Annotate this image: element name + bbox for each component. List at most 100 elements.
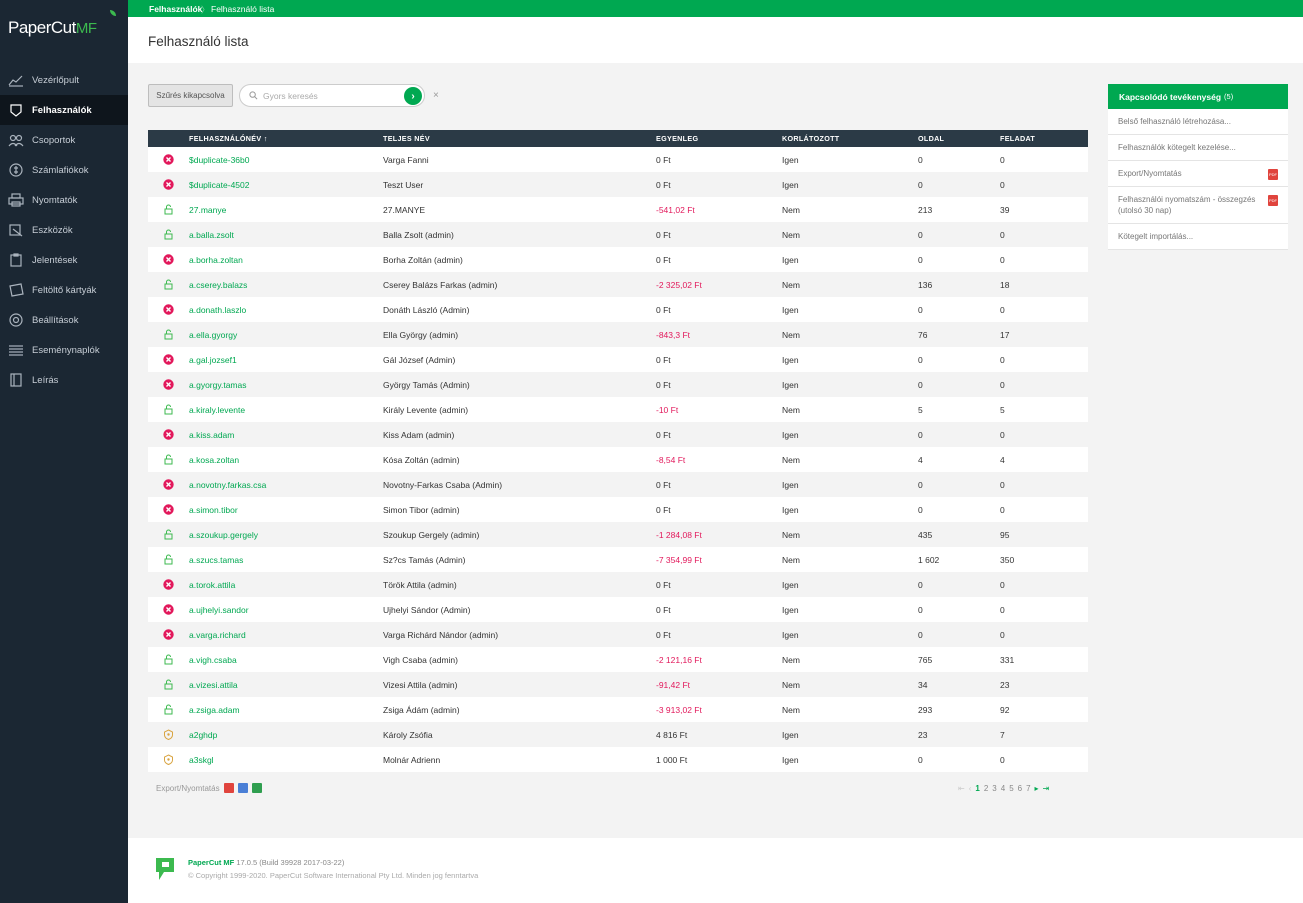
username-link[interactable]: a3skgl: [189, 754, 214, 765]
table-row[interactable]: a2ghdp Károly Zsófia 4 816 Ft Igen 23 7: [148, 722, 1088, 747]
page-link-3[interactable]: 3: [992, 784, 997, 793]
sidebar-item-2[interactable]: Csoportok: [0, 125, 128, 155]
table-row[interactable]: 27.manye 27.MANYE -541,02 Ft Nem 213 39: [148, 197, 1088, 222]
clear-search-icon[interactable]: ×: [433, 90, 439, 101]
page-link-4[interactable]: 4: [1000, 784, 1006, 793]
username-link[interactable]: a.vizesi.attila: [189, 679, 238, 690]
username-link[interactable]: a.borha.zoltan: [189, 254, 243, 265]
table-row[interactable]: a.szoukup.gergely Szoukup Gergely (admin)…: [148, 522, 1088, 547]
page-link-1[interactable]: 1: [975, 784, 980, 793]
related-action-label: Belső felhasználó létrehozása...: [1118, 117, 1231, 126]
last-page-icon[interactable]: ⇥: [1042, 784, 1050, 793]
column-header-username[interactable]: FELHASZNÁLÓNÉV ↑: [189, 134, 268, 143]
sidebar-item-10[interactable]: Leírás: [0, 365, 128, 395]
sidebar-item-8[interactable]: Beállítások: [0, 305, 128, 335]
username-link[interactable]: a2ghdp: [189, 729, 218, 740]
dashboard-icon: [7, 73, 25, 87]
search-input[interactable]: [263, 89, 398, 103]
table-row[interactable]: a.kiss.adam Kiss Adam (admin) 0 Ft Igen 0 0: [148, 422, 1088, 447]
restricted-cell: Igen: [782, 504, 799, 515]
breadcrumb-parent[interactable]: Felhasználók: [149, 4, 203, 14]
username-link[interactable]: $duplicate-36b0: [189, 154, 250, 165]
sidebar-item-1[interactable]: Felhasználók: [0, 95, 128, 125]
sidebar-item-3[interactable]: Számlafiókok: [0, 155, 128, 185]
jobs-cell: 95: [1000, 529, 1010, 540]
related-action-item[interactable]: Kötegelt importálás...: [1108, 224, 1288, 250]
username-link[interactable]: a.novotny.farkas.csa: [189, 479, 267, 490]
table-row[interactable]: a.donath.laszlo Donáth László (Admin) 0 Ft…: [148, 297, 1088, 322]
related-actions-count: (5): [1224, 92, 1234, 101]
username-link[interactable]: a.cserey.balazs: [189, 279, 248, 290]
username-link[interactable]: a.kiraly.levente: [189, 404, 246, 415]
table-row[interactable]: a.szucs.tamas Sz?cs Tamás (Admin) -7 354,9…: [148, 547, 1088, 572]
sidebar-item-5[interactable]: Eszközök: [0, 215, 128, 245]
html-export-icon[interactable]: [237, 783, 248, 793]
table-row[interactable]: a.kiraly.levente Király Levente (admin) -1…: [148, 397, 1088, 422]
table-row[interactable]: a.balla.zsolt Balla Zsolt (admin) 0 Ft Nem 0…: [148, 222, 1088, 247]
page-link-7[interactable]: 7: [1026, 784, 1031, 793]
csv-export-icon[interactable]: [251, 783, 262, 793]
pdf-export-icon[interactable]: [223, 783, 234, 793]
filter-toggle-button[interactable]: Szűrés kikapcsolva: [148, 84, 233, 107]
column-header-balance[interactable]: EGYENLEG: [656, 134, 699, 143]
related-action-item[interactable]: Export/Nyomtatás PDF: [1108, 161, 1288, 187]
table-row[interactable]: a.varga.richard Varga Richárd Nándor (adm…: [148, 622, 1088, 647]
page-link-2[interactable]: 2: [983, 784, 989, 793]
pages-cell: 4: [918, 454, 923, 465]
table-row[interactable]: a.simon.tibor Simon Tibor (admin) 0 Ft Igen…: [148, 497, 1088, 522]
table-row[interactable]: a.kosa.zoltan Kósa Zoltán (admin) -8,54 Ft…: [148, 447, 1088, 472]
table-row[interactable]: a.ella.gyorgy Ella György (admin) -843,3 F…: [148, 322, 1088, 347]
username-link[interactable]: a.gal.jozsef1: [189, 354, 237, 365]
page-link-5[interactable]: 5: [1009, 784, 1014, 793]
table-row[interactable]: a.torok.attila Török Attila (admin) 0 Ft Ig…: [148, 572, 1088, 597]
table-row[interactable]: a.vizesi.attila Vizesi Attila (admin) -91,…: [148, 672, 1088, 697]
sidebar-item-7[interactable]: Feltöltő kártyák: [0, 275, 128, 305]
username-link[interactable]: a.ella.gyorgy: [189, 329, 238, 340]
column-header-restricted[interactable]: KORLÁTOZOTT: [782, 134, 840, 143]
username-link[interactable]: a.donath.laszlo: [189, 304, 247, 315]
sidebar-item-6[interactable]: Jelentések: [0, 245, 128, 275]
table-row[interactable]: a.vigh.csaba Vigh Csaba (admin) -2 121,16 …: [148, 647, 1088, 672]
username-link[interactable]: a.zsiga.adam: [189, 704, 240, 715]
table-row[interactable]: a.ujhelyi.sandor Ujhelyi Sándor (Admin) 0 …: [148, 597, 1088, 622]
related-action-item[interactable]: Felhasználói nyomatszám - összegzés (uto…: [1108, 187, 1288, 224]
username-link[interactable]: a.szucs.tamas: [189, 554, 244, 565]
table-row[interactable]: a.zsiga.adam Zsiga Ádám (admin) -3 913,02 …: [148, 697, 1088, 722]
table-row[interactable]: a.borha.zoltan Borha Zoltán (admin) 0 Ft Ig…: [148, 247, 1088, 272]
username-link[interactable]: a.vigh.csaba: [189, 654, 237, 665]
table-row[interactable]: $duplicate-36b0 Varga Fanni 0 Ft Igen 0 0: [148, 147, 1088, 172]
username-link[interactable]: a.gyorgy.tamas: [189, 379, 247, 390]
sidebar-item-0[interactable]: Vezérlőpult: [0, 65, 128, 95]
related-action-label: Kötegelt importálás...: [1118, 232, 1194, 241]
username-link[interactable]: a.szoukup.gergely: [189, 529, 258, 540]
username-link[interactable]: a.balla.zsolt: [189, 229, 234, 240]
table-row[interactable]: a.cserey.balazs Cserey Balázs Farkas (adm…: [148, 272, 1088, 297]
fullname-cell: Király Levente (admin): [383, 404, 469, 415]
column-header-fullname[interactable]: TELJES NÉV: [383, 134, 430, 143]
table-row[interactable]: a.novotny.farkas.csa Novotny-Farkas Csaba…: [148, 472, 1088, 497]
page-header: Felhasználó lista: [128, 17, 1303, 63]
column-header-jobs[interactable]: FELADAT: [1000, 134, 1036, 143]
related-action-item[interactable]: Felhasználók kötegelt kezelése...: [1108, 135, 1288, 161]
sidebar-item-4[interactable]: Nyomtatók: [0, 185, 128, 215]
next-page-icon[interactable]: ▸: [1034, 784, 1039, 793]
papercut-logo[interactable]: PaperCutMF: [8, 18, 97, 37]
username-link[interactable]: a.ujhelyi.sandor: [189, 604, 249, 615]
restricted-cell: Nem: [782, 279, 800, 290]
table-row[interactable]: a.gal.jozsef1 Gál József (Admin) 0 Ft Igen 0…: [148, 347, 1088, 372]
page-link-6[interactable]: 6: [1017, 784, 1023, 793]
column-header-pages[interactable]: OLDAL: [918, 134, 945, 143]
username-link[interactable]: a.kiss.adam: [189, 429, 235, 440]
related-action-item[interactable]: Belső felhasználó létrehozása...: [1108, 109, 1288, 135]
table-row[interactable]: a3skgl Molnár Adrienn 1 000 Ft Igen 0 0: [148, 747, 1088, 772]
table-row[interactable]: a.gyorgy.tamas György Tamás (Admin) 0 Ft Ig…: [148, 372, 1088, 397]
table-row[interactable]: $duplicate-4502 Teszt User 0 Ft Igen 0 0: [148, 172, 1088, 197]
username-link[interactable]: a.varga.richard: [189, 629, 246, 640]
username-link[interactable]: $duplicate-4502: [189, 179, 250, 190]
username-link[interactable]: a.torok.attila: [189, 579, 236, 590]
username-link[interactable]: 27.manye: [189, 204, 227, 215]
username-link[interactable]: a.simon.tibor: [189, 504, 238, 515]
username-link[interactable]: a.kosa.zoltan: [189, 454, 240, 465]
sidebar-item-9[interactable]: Eseménynaplók: [0, 335, 128, 365]
search-go-button[interactable]: ›: [404, 87, 422, 105]
